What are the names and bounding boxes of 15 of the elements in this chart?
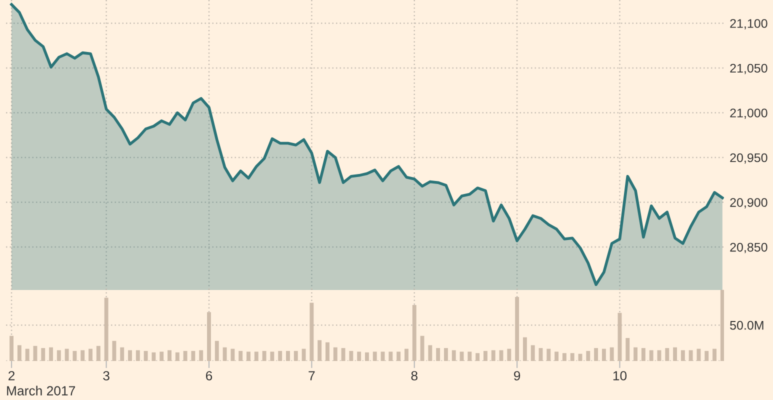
y-tick-label: 21,000 [730,108,768,119]
x-tick-label: 10 [613,371,627,380]
x-tick-label: 2 [8,371,15,380]
y-tick-label: 20,850 [730,242,768,254]
x-tick-label: 6 [206,371,212,380]
x-axis-title: March 2017 [7,386,76,396]
x-tick-label: 8 [411,371,418,380]
y-tick-label: 20,950 [730,153,768,164]
y-tick-label: 21,050 [730,64,768,74]
y-tick-label: 20,900 [730,198,768,208]
y-tick-label: 21,100 [730,19,768,30]
x-tick-label: 3 [103,371,110,380]
x-tick-label: 7 [308,371,315,380]
y-tick-label: 50.0M [730,320,764,330]
x-tick-label: 9 [514,371,520,380]
